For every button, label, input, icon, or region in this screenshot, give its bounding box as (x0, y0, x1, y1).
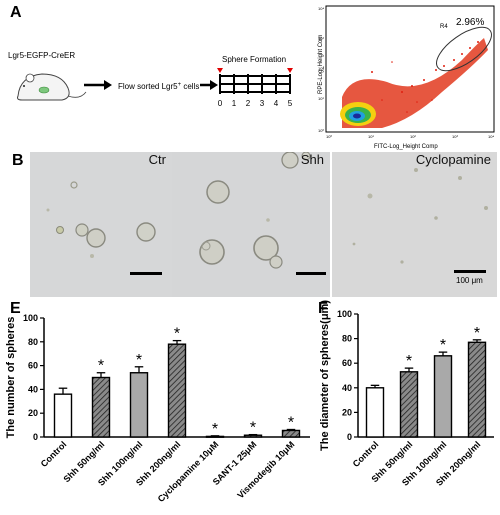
flow-tick: 10¹ (318, 96, 324, 101)
bar (433, 355, 453, 438)
significance-star: * (174, 326, 180, 343)
timeline-day: 3 (260, 99, 265, 108)
bar (467, 341, 487, 438)
y-tick-label: 100 (23, 313, 38, 323)
category-label: Control (351, 439, 381, 469)
flow-tick: 10³ (318, 36, 324, 41)
micrograph-title-ctr: Ctr (148, 152, 166, 167)
bar (281, 429, 301, 438)
significance-star: * (212, 421, 218, 438)
flow-tick: 10² (410, 134, 416, 139)
sphere-image (172, 152, 330, 297)
arrow-icon (84, 80, 112, 90)
y-tick-label: 0 (33, 432, 38, 442)
y-tick-label: 100 (337, 309, 352, 319)
y-tick-label: 60 (28, 361, 38, 371)
arrow-icon (200, 80, 218, 90)
flow-tick: 10⁰ (318, 128, 324, 133)
flow-tick: 10⁴ (318, 6, 324, 11)
bar (53, 393, 73, 438)
mouse-icon (17, 73, 87, 101)
timeline-day: 5 (288, 99, 293, 108)
timeline-bars (219, 74, 291, 94)
flow-x-label: FITC-Log_Height Comp (374, 144, 438, 150)
timeline-day: 4 (274, 99, 279, 108)
micrograph-control: Ctr (30, 152, 172, 297)
flow-tick: 10¹ (368, 134, 374, 139)
gate-ellipse (436, 26, 492, 72)
significance-star: * (250, 420, 256, 437)
y-tick-label: 40 (342, 383, 352, 393)
flow-tick: 10³ (452, 134, 458, 139)
significance-star: * (474, 325, 480, 342)
y-tick-label: 80 (28, 337, 38, 347)
sorted-cells-label: Flow sorted Lgr5+ cells (118, 82, 199, 91)
y-tick-label: 40 (28, 384, 38, 394)
scale-bar (454, 270, 486, 273)
flow-y-label: RPE-Log_Height Com (318, 35, 324, 94)
bar (129, 372, 149, 438)
bar (91, 376, 111, 438)
scale-bar (130, 272, 162, 275)
flow-tick: 10² (318, 66, 324, 71)
flow-scatter-dots (371, 41, 479, 113)
schematic-panel: Lgr5-EGFP-CreER Flow sorted Lgr5+ cells … (8, 51, 293, 108)
significance-star: * (98, 358, 104, 375)
bar (399, 371, 419, 438)
micrograph-shh: Shh (172, 152, 330, 297)
timeline-day: 0 (218, 99, 223, 108)
panel-letter-e: E (10, 300, 21, 317)
significance-star: * (136, 352, 142, 369)
y-axis-title: The diameter of spheres(μm) (319, 300, 331, 451)
y-tick-label: 80 (342, 334, 352, 344)
category-label: Control (39, 439, 69, 469)
y-tick-label: 20 (342, 407, 352, 417)
timeline-days: 0 1 2 3 4 5 (218, 99, 293, 108)
y-tick-label: 20 (28, 408, 38, 418)
scale-bar (296, 272, 326, 275)
chart-e: The number of spheres 0 20 40 60 80 100 Control… (5, 313, 310, 504)
gate-name: R4 (440, 24, 448, 30)
end-marker-icon (287, 68, 293, 73)
bar (167, 343, 187, 438)
flow-x-ticks: 10⁰ 10¹ 10² 10³ 10⁴ (326, 134, 494, 139)
y-tick-label: 60 (342, 358, 352, 368)
start-marker-icon (217, 68, 223, 73)
flow-y-ticks: 10⁰ 10¹ 10² 10³ 10⁴ (318, 6, 324, 133)
panel-letter-a: A (10, 4, 22, 21)
gate-percentage: 2.96% (456, 17, 484, 28)
timeline-title: Sphere Formation (222, 55, 286, 64)
timeline-day: 1 (232, 99, 237, 108)
timeline-day: 2 (246, 99, 251, 108)
micrograph-title-shh: Shh (300, 152, 324, 167)
significance-star: * (406, 353, 412, 370)
mouse-label: Lgr5-EGFP-CreER (8, 51, 75, 60)
chart-f: The diameter of spheres(μm) 0 20 40 60 80 100 C… (319, 300, 494, 488)
flow-tick: 10⁴ (488, 134, 494, 139)
flow-cytometry-plot: R4 2.96% RPE-Log_Height Com FITC-Log_Hei… (318, 5, 495, 150)
significance-star: * (288, 415, 294, 432)
panel-letter-b: B (12, 152, 24, 169)
significance-star: * (440, 337, 446, 354)
sphere-image (30, 152, 172, 297)
bar (365, 387, 385, 438)
flow-tick: 10⁰ (326, 134, 332, 139)
y-axis-title: The number of spheres (5, 317, 17, 439)
y-tick-label: 0 (347, 432, 352, 442)
scale-bar-label: 100 μm (456, 276, 483, 285)
flow-density-cloud (340, 38, 488, 128)
panel-letter-f: F (318, 300, 328, 317)
micrograph-title-cyclopamine: Cyclopamine (415, 152, 491, 167)
micrograph-cyclopamine: Cyclopamine 100 μm (332, 152, 497, 297)
